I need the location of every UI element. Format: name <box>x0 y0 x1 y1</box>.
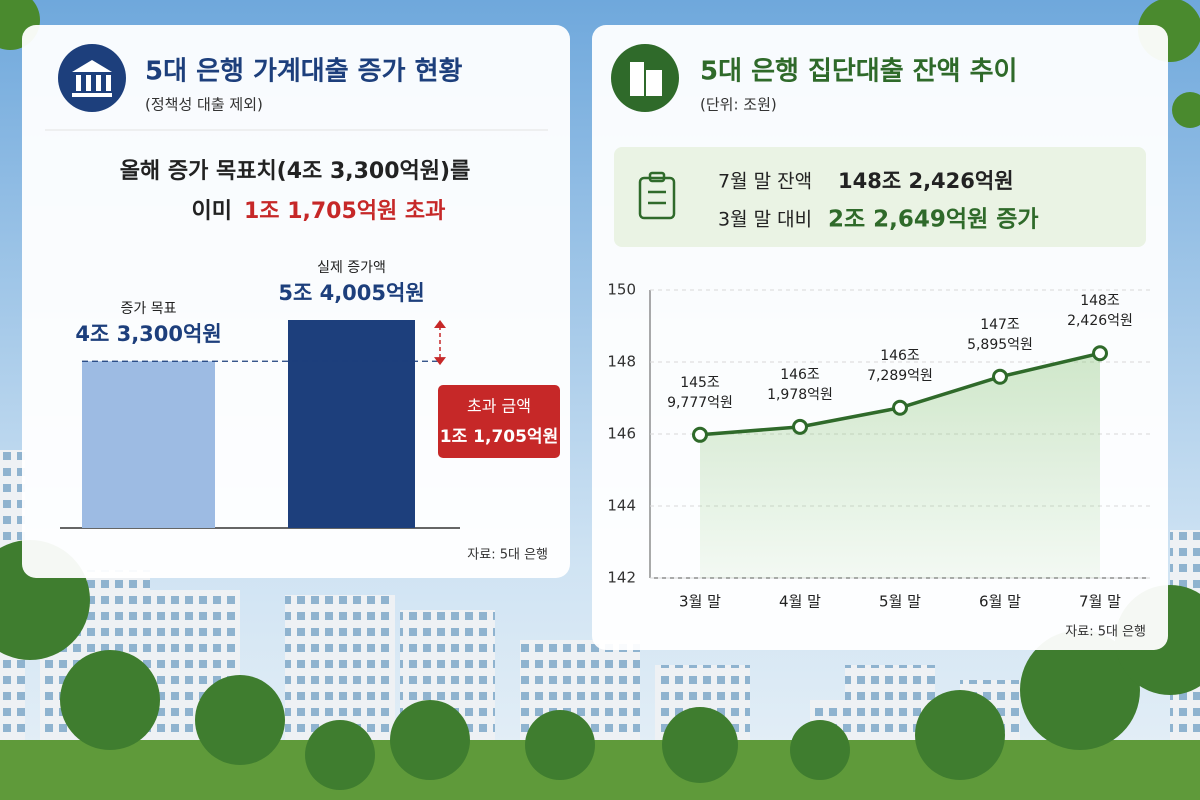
bank-icon-glyph <box>72 60 112 97</box>
y-tick-label: 150 <box>607 281 636 299</box>
x-tick-label: 5월 말 <box>879 593 921 611</box>
chart-subtitle: (단위: 조원) <box>700 96 777 114</box>
excess-value: 1조 1,705억원 <box>440 427 558 447</box>
x-tick-label: 3월 말 <box>679 593 721 611</box>
summary-box <box>614 147 1146 247</box>
point <box>992 368 1008 385</box>
point <box>1092 345 1108 362</box>
y-tick-label: 142 <box>607 569 636 587</box>
bank-icon <box>58 44 126 112</box>
source: 자료: 5대 은행 <box>1065 624 1146 640</box>
point <box>892 399 908 416</box>
chart-title: 5대 은행 가계대출 증가 현황 <box>145 57 462 87</box>
bar <box>82 361 215 528</box>
arrow-head <box>434 320 446 328</box>
headline: 올해 증가 목표치(4조 3,300억원)를 <box>120 159 471 184</box>
chart-title: 5대 은행 집단대출 잔액 추이 <box>700 57 1017 87</box>
arrow-head <box>434 357 446 366</box>
y-tick-label: 148 <box>607 353 636 371</box>
chart-subtitle: (정책성 대출 제외) <box>145 96 263 114</box>
x-tick-label: 4월 말 <box>779 593 821 611</box>
bar-value-label: 4조 3,300억원 <box>75 322 221 346</box>
summary-value: 2조 2,649억원 증가 <box>828 207 1039 233</box>
bar-category: 실제 증가액 <box>317 260 386 276</box>
bar-value-label: 5조 4,005억원 <box>278 281 424 305</box>
point-value-label: 146조 7,289억원 <box>867 347 933 384</box>
x-tick-label: 6월 말 <box>979 593 1021 611</box>
summary-label: 7월 말 잔액 <box>718 171 812 193</box>
area <box>700 353 1100 578</box>
point <box>792 418 808 435</box>
building-icon-glyph <box>630 62 662 96</box>
x-tick-label: 7월 말 <box>1079 593 1121 611</box>
headline-prefix: 이미 <box>192 199 232 224</box>
bar-category: 증가 목표 <box>121 301 177 317</box>
y-tick-label: 144 <box>607 497 636 515</box>
point <box>692 426 708 443</box>
bar <box>288 320 415 528</box>
excess-label: 초과 금액 <box>467 397 531 416</box>
trees <box>0 540 1200 800</box>
point-value-label: 145조 9,777억원 <box>667 374 733 411</box>
summary-value: 148조 2,426억원 <box>838 169 1014 193</box>
point-value-label: 146조 1,978억원 <box>767 366 833 403</box>
y-tick-label: 146 <box>607 425 636 443</box>
clipboard-icon <box>638 171 676 220</box>
source: 자료: 5대 은행 <box>467 547 548 563</box>
headline-highlight: 1조 1,705억원 초과 <box>244 199 445 224</box>
point-value-label: 147조 5,895억원 <box>967 316 1033 353</box>
excess-box <box>438 385 560 458</box>
building-icon <box>611 44 679 112</box>
point-value-label: 148조 2,426억원 <box>1067 293 1133 330</box>
summary-label: 3월 말 대비 <box>718 209 812 231</box>
